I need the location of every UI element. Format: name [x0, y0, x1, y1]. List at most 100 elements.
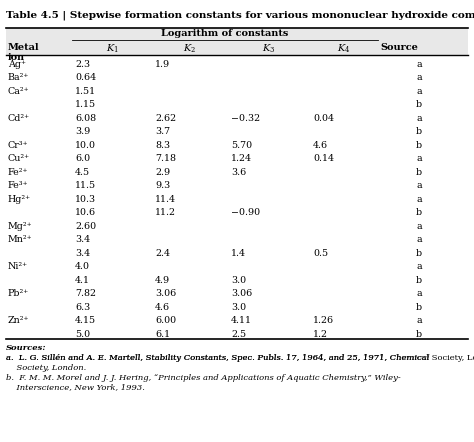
Text: 2.60: 2.60: [75, 222, 96, 231]
Text: Fe³⁺: Fe³⁺: [8, 181, 28, 190]
Text: Cr³⁺: Cr³⁺: [8, 141, 28, 150]
Text: b: b: [416, 303, 422, 312]
Text: 0.14: 0.14: [313, 154, 334, 163]
Text: $K_4$: $K_4$: [337, 42, 351, 55]
Text: Cu²⁺: Cu²⁺: [8, 154, 30, 163]
Text: 7.18: 7.18: [155, 154, 176, 163]
Text: 1.26: 1.26: [313, 316, 334, 325]
Text: Source: Source: [380, 42, 418, 52]
Text: b: b: [416, 276, 422, 285]
Text: 3.06: 3.06: [155, 289, 176, 298]
Text: Cd²⁺: Cd²⁺: [8, 114, 30, 123]
Text: 1.4: 1.4: [231, 249, 246, 258]
Text: 1.24: 1.24: [231, 154, 252, 163]
Text: 2.62: 2.62: [155, 114, 176, 123]
Text: 4.0: 4.0: [75, 262, 90, 271]
Text: 0.64: 0.64: [75, 73, 96, 82]
Text: 2.3: 2.3: [75, 60, 90, 69]
Text: 2.5: 2.5: [231, 330, 246, 339]
Text: $K_3$: $K_3$: [262, 42, 276, 55]
Text: 2.9: 2.9: [155, 168, 170, 177]
Text: a: a: [416, 316, 422, 325]
Text: 11.2: 11.2: [155, 208, 176, 217]
Text: 6.3: 6.3: [75, 303, 90, 312]
Text: 6.00: 6.00: [155, 316, 176, 325]
Text: b: b: [416, 100, 422, 109]
Text: $K_2$: $K_2$: [183, 42, 197, 55]
Text: 5.70: 5.70: [231, 141, 252, 150]
Text: 3.7: 3.7: [155, 127, 170, 136]
Text: b.  F. M. M. Morel and J. J. Hering, “Principles and Applications of Aquatic Che: b. F. M. M. Morel and J. J. Hering, “Pri…: [6, 373, 401, 381]
Bar: [6, 28, 468, 55]
Text: a.  L. G. Sillén and A. E. Martell, Stability Constants, Spec. Publs. 17, 1964, : a. L. G. Sillén and A. E. Martell, Stabi…: [6, 354, 474, 362]
Text: Ag⁺: Ag⁺: [8, 60, 26, 69]
Text: Fe²⁺: Fe²⁺: [8, 168, 28, 177]
Text: Hg²⁺: Hg²⁺: [8, 194, 31, 204]
Text: Interscience, New York, 1993.: Interscience, New York, 1993.: [6, 383, 145, 391]
Text: a: a: [416, 87, 422, 95]
Text: b: b: [416, 249, 422, 258]
Text: 1.15: 1.15: [75, 100, 96, 109]
Text: a.  L. G. Sillén and A. E. Martell, Stability Constants, Spec. Publs. 17, 1964, : a. L. G. Sillén and A. E. Martell, Stabi…: [6, 354, 429, 362]
Text: a: a: [416, 222, 422, 231]
Text: 4.11: 4.11: [231, 316, 252, 325]
Text: 10.0: 10.0: [75, 141, 96, 150]
Text: a: a: [416, 194, 422, 204]
Text: a: a: [416, 154, 422, 163]
Text: b: b: [416, 168, 422, 177]
Text: 3.4: 3.4: [75, 249, 90, 258]
Text: 1.2: 1.2: [313, 330, 328, 339]
Text: 3.0: 3.0: [231, 276, 246, 285]
Text: 4.9: 4.9: [155, 276, 170, 285]
Text: Mg²⁺: Mg²⁺: [8, 222, 33, 231]
Text: 1.9: 1.9: [155, 60, 170, 69]
Text: b: b: [416, 141, 422, 150]
Text: 4.5: 4.5: [75, 168, 90, 177]
Text: 6.1: 6.1: [155, 330, 170, 339]
Text: −0.32: −0.32: [231, 114, 260, 123]
Text: 3.4: 3.4: [75, 235, 90, 244]
Text: 3.6: 3.6: [231, 168, 246, 177]
Text: 7.82: 7.82: [75, 289, 96, 298]
Text: $K_1$: $K_1$: [106, 42, 118, 55]
Text: 0.5: 0.5: [313, 249, 328, 258]
Text: Table 4.5 | Stepwise formation constants for various mononuclear hydroxide compl: Table 4.5 | Stepwise formation constants…: [6, 10, 474, 19]
Text: 3.0: 3.0: [231, 303, 246, 312]
Text: 4.6: 4.6: [313, 141, 328, 150]
Text: a: a: [416, 73, 422, 82]
Text: 5.0: 5.0: [75, 330, 90, 339]
Text: Sources:: Sources:: [6, 344, 46, 353]
Text: 9.3: 9.3: [155, 181, 170, 190]
Text: 3.06: 3.06: [231, 289, 252, 298]
Text: a: a: [416, 235, 422, 244]
Text: a: a: [416, 181, 422, 190]
Text: Society, London.: Society, London.: [6, 364, 86, 372]
Text: 11.5: 11.5: [75, 181, 96, 190]
Text: 11.4: 11.4: [155, 194, 176, 204]
Text: Mn²⁺: Mn²⁺: [8, 235, 33, 244]
Text: 4.6: 4.6: [155, 303, 170, 312]
Text: Logarithm of constants: Logarithm of constants: [161, 30, 289, 38]
Text: a: a: [416, 262, 422, 271]
Text: Pb²⁺: Pb²⁺: [8, 289, 29, 298]
Text: 6.08: 6.08: [75, 114, 96, 123]
Text: b: b: [416, 127, 422, 136]
Text: a: a: [416, 60, 422, 69]
Text: a: a: [416, 114, 422, 123]
Text: −0.90: −0.90: [231, 208, 260, 217]
Text: 2.4: 2.4: [155, 249, 170, 258]
Text: a: a: [416, 289, 422, 298]
Text: 1.51: 1.51: [75, 87, 96, 95]
Text: 0.04: 0.04: [313, 114, 334, 123]
Text: 6.0: 6.0: [75, 154, 90, 163]
Text: 3.9: 3.9: [75, 127, 90, 136]
Text: Ca²⁺: Ca²⁺: [8, 87, 29, 95]
Text: Ni²⁺: Ni²⁺: [8, 262, 28, 271]
Text: Zn²⁺: Zn²⁺: [8, 316, 29, 325]
Text: 4.1: 4.1: [75, 276, 90, 285]
Text: b: b: [416, 330, 422, 339]
Text: 10.6: 10.6: [75, 208, 96, 217]
Text: 4.15: 4.15: [75, 316, 96, 325]
Text: 10.3: 10.3: [75, 194, 96, 204]
Text: 8.3: 8.3: [155, 141, 170, 150]
